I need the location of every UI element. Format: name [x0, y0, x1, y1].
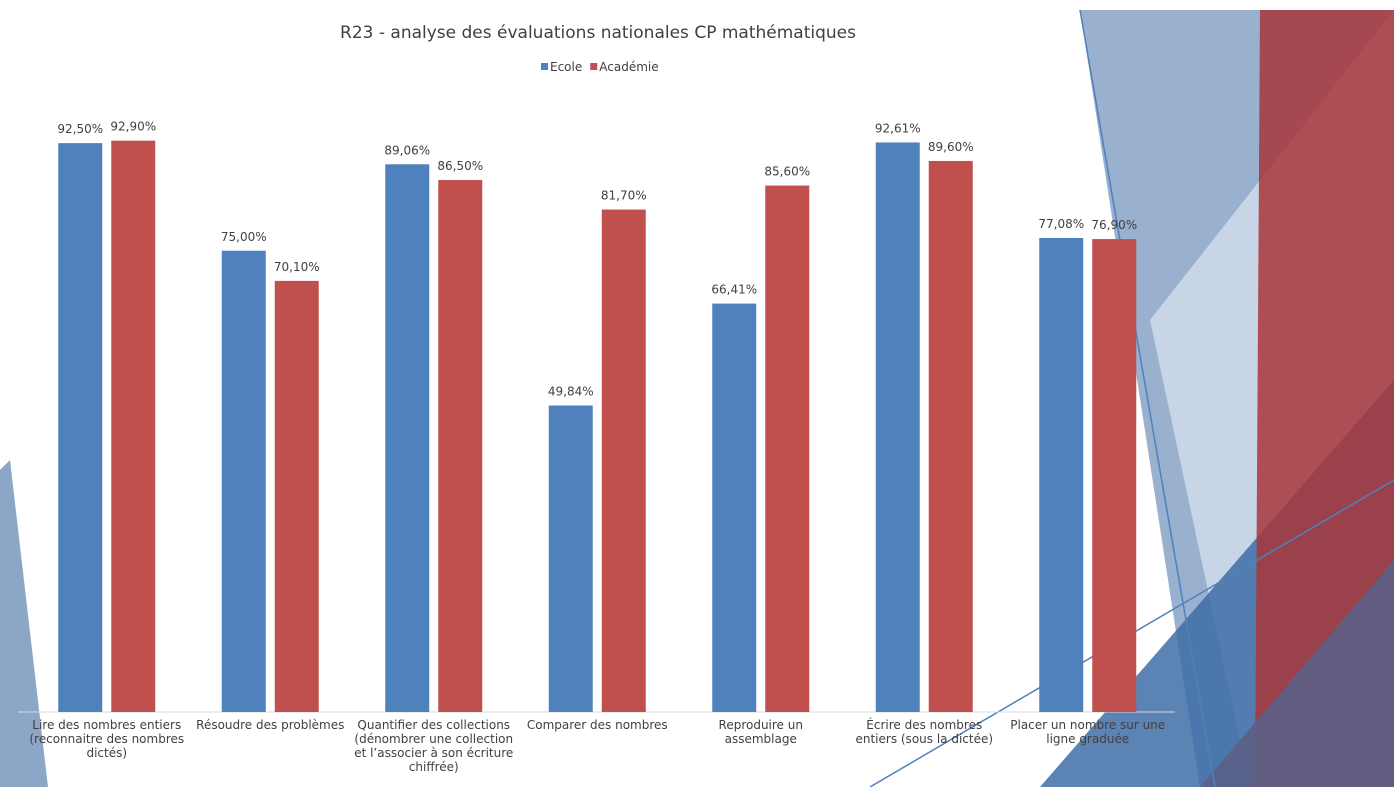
value-label: 92,50%	[57, 122, 103, 136]
bar	[58, 143, 102, 712]
bar	[929, 161, 973, 712]
bar	[1092, 239, 1136, 712]
x-tick-label: Comparer des nombres	[517, 718, 677, 732]
x-tick-label: Reproduire un assemblage	[681, 718, 841, 746]
bar	[549, 405, 593, 712]
value-label: 75,00%	[221, 230, 267, 244]
bar	[765, 186, 809, 712]
value-label: 77,08%	[1038, 217, 1084, 231]
bar	[275, 281, 319, 712]
chart: R23 - analyse des évaluations nationales…	[0, 0, 1394, 787]
x-tick-label: Quantifier des collections (dénombrer un…	[354, 718, 514, 774]
bar	[876, 142, 920, 712]
value-label: 92,90%	[110, 120, 156, 134]
x-tick-label: Écrire des nombres entiers (sous la dict…	[844, 718, 1004, 746]
bar	[111, 141, 155, 712]
legend-swatch	[590, 63, 597, 70]
chart-title: R23 - analyse des évaluations nationales…	[340, 23, 856, 43]
legend-swatch	[541, 63, 548, 70]
value-label: 49,84%	[548, 384, 594, 398]
x-tick-label: Placer un nombre sur une ligne graduée	[1008, 718, 1168, 746]
value-label: 81,70%	[601, 189, 647, 203]
value-label: 86,50%	[437, 159, 483, 173]
value-label: 89,06%	[384, 143, 430, 157]
x-tick-label: Résoudre des problèmes	[190, 718, 350, 732]
slide: R23 - analyse des évaluations nationales…	[0, 0, 1394, 787]
bar	[1039, 238, 1083, 712]
value-label: 85,60%	[764, 165, 810, 179]
bar	[222, 251, 266, 712]
value-label: 70,10%	[274, 260, 320, 274]
decoration	[0, 10, 1394, 787]
bar	[712, 304, 756, 712]
legend-label: Ecole	[550, 60, 582, 74]
bar	[438, 180, 482, 712]
value-label: 66,41%	[711, 283, 757, 297]
value-label: 76,90%	[1091, 218, 1137, 232]
bar	[602, 210, 646, 712]
legend-label: Académie	[599, 60, 658, 74]
x-tick-label: Lire des nombres entiers (reconnaitre de…	[27, 718, 187, 760]
value-label: 89,60%	[928, 140, 974, 154]
bar	[385, 164, 429, 712]
value-label: 92,61%	[875, 121, 921, 135]
